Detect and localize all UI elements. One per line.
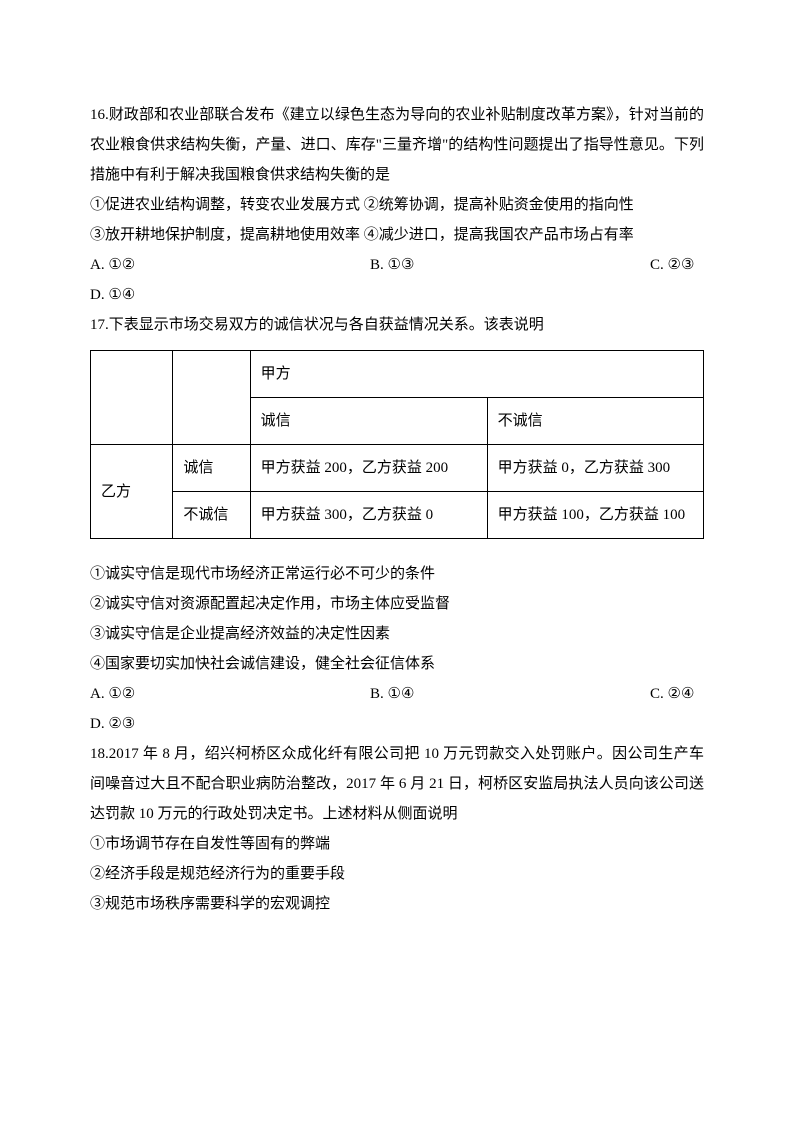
q16-option-c: C. ②③	[650, 250, 704, 280]
q18-statement-1: ①市场调节存在自发性等固有的弊端	[90, 829, 704, 859]
q16-option-d: D. ①④	[90, 280, 704, 310]
table-header-jia: 甲方	[250, 351, 703, 398]
table-header-empty	[91, 351, 173, 445]
q16-option-b: B. ①③	[370, 250, 650, 280]
table-header-chengxin: 诚信	[250, 398, 487, 445]
table-row-buchengxin: 不诚信	[173, 492, 250, 539]
q16-option-a: A. ①②	[90, 250, 370, 280]
table-row-yi: 乙方	[91, 445, 173, 539]
q18-statement-2: ②经济手段是规范经济行为的重要手段	[90, 859, 704, 889]
q17-statement-1: ①诚实守信是现代市场经济正常运行必不可少的条件	[90, 559, 704, 589]
q16-statement-1: ①促进农业结构调整，转变农业发展方式 ②统筹协调，提高补贴资金使用的指向性	[90, 190, 704, 220]
table-cell-11: 甲方获益 200，乙方获益 200	[250, 445, 487, 492]
q16-statement-2: ③放开耕地保护制度，提高耕地使用效率 ④减少进口，提高我国农产品市场占有率	[90, 220, 704, 250]
q17-options-row: A. ①② B. ①④ C. ②④	[90, 679, 704, 709]
table-cell-12: 甲方获益 0，乙方获益 300	[487, 445, 703, 492]
q18-text: 18.2017 年 8 月，绍兴柯桥区众成化纤有限公司把 10 万元罚款交入处罚…	[90, 739, 704, 829]
q16-options-row: A. ①② B. ①③ C. ②③	[90, 250, 704, 280]
q17-option-d: D. ②③	[90, 709, 704, 739]
q17-option-a: A. ①②	[90, 679, 370, 709]
q17-statement-3: ③诚实守信是企业提高经济效益的决定性因素	[90, 619, 704, 649]
q17-statement-4: ④国家要切实加快社会诚信建设，健全社会征信体系	[90, 649, 704, 679]
q17-statement-2: ②诚实守信对资源配置起决定作用，市场主体应受监督	[90, 589, 704, 619]
q18-statement-3: ③规范市场秩序需要科学的宏观调控	[90, 889, 704, 919]
table-cell-21: 甲方获益 300，乙方获益 0	[250, 492, 487, 539]
q17-option-c: C. ②④	[650, 679, 704, 709]
table-cell-22: 甲方获益 100，乙方获益 100	[487, 492, 703, 539]
table-header-buchengxin: 不诚信	[487, 398, 703, 445]
table-row-chengxin: 诚信	[173, 445, 250, 492]
table-header-empty2	[173, 351, 250, 445]
q17-text: 17.下表显示市场交易双方的诚信状况与各自获益情况关系。该表说明	[90, 310, 704, 340]
q16-text: 16.财政部和农业部联合发布《建立以绿色生态为导向的农业补贴制度改革方案》，针对…	[90, 100, 704, 190]
q17-table: 甲方 诚信 不诚信 乙方 诚信 甲方获益 200，乙方获益 200 甲方获益 0…	[90, 350, 704, 539]
q17-option-b: B. ①④	[370, 679, 650, 709]
